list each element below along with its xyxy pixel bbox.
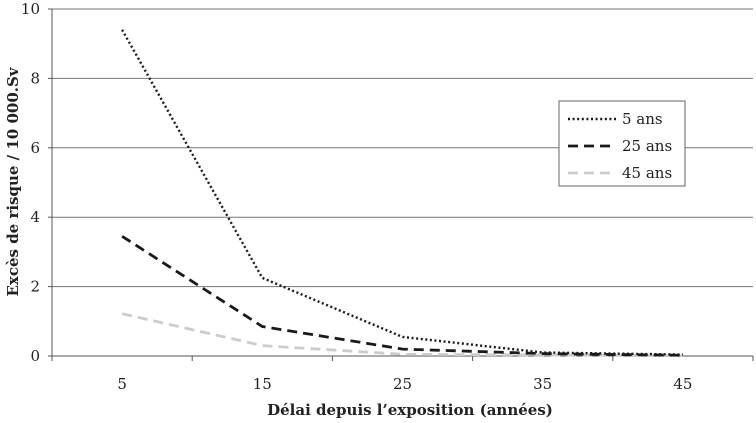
x-axis-title: Délai depuis l’exposition (années)	[267, 401, 553, 419]
legend-label: 45 ans	[622, 164, 672, 182]
y-tick-label: 10	[21, 0, 40, 18]
grid	[52, 8, 753, 288]
legend-box	[558, 100, 686, 187]
y-tick-label: 0	[30, 347, 40, 365]
y-tick-label: 6	[30, 139, 40, 157]
legend-label: 25 ans	[622, 137, 672, 155]
y-tick-label: 2	[30, 278, 40, 296]
series-line-2	[121, 235, 683, 357]
legend-items: 5 ans 25 ans 45 ans	[568, 110, 672, 182]
y-tick-label: 4	[30, 208, 40, 226]
legend-label: 5 ans	[622, 110, 663, 128]
series	[121, 29, 683, 358]
x-tick-label: 5	[117, 375, 127, 393]
x-tick-label: 25	[393, 375, 412, 393]
x-tick-label: 35	[533, 375, 552, 393]
tick-labels: 0 2 4 6 8 10 5 15 25 35 45	[21, 0, 693, 393]
x-tick-label: 45	[673, 375, 692, 393]
series-line-1	[121, 29, 683, 356]
series-line-3	[121, 312, 683, 358]
x-tick-label: 15	[253, 375, 272, 393]
y-axis-title: Excès de risque / 10 000.Sv	[4, 66, 22, 296]
y-tick-label: 8	[30, 69, 40, 87]
legend: 5 ans 25 ans 45 ans	[558, 100, 686, 187]
